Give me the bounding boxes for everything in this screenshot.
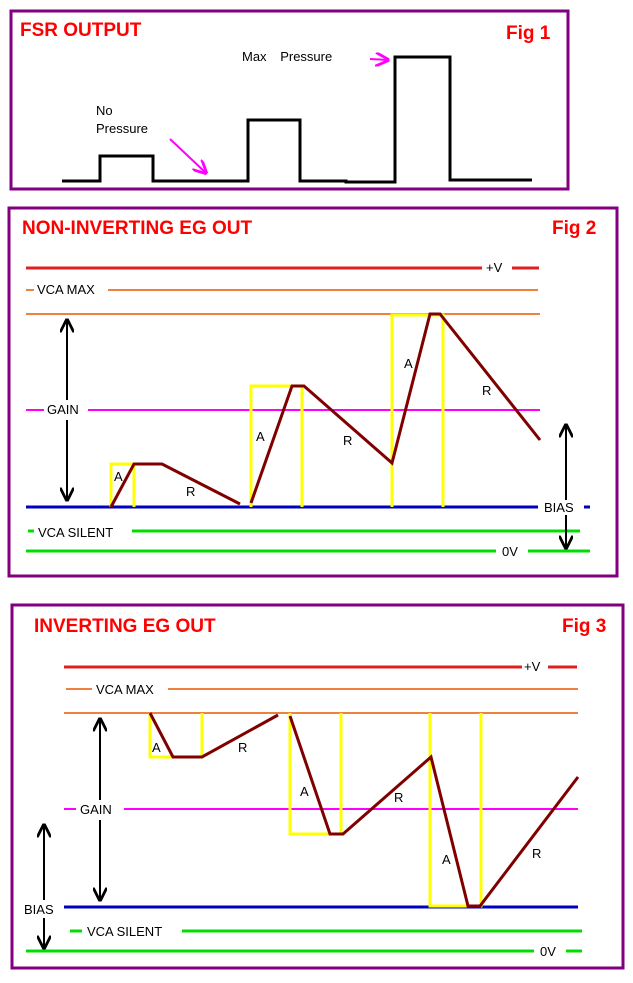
fig3-attack-label-1: A xyxy=(152,740,161,755)
fig3-gate-2 xyxy=(288,713,343,836)
fig3-zero-v-label: 0V xyxy=(540,944,556,959)
fig3-attack-label-2: A xyxy=(300,784,309,799)
fig2-gain-label: GAIN xyxy=(47,402,79,417)
fig3-release-label-3: R xyxy=(532,846,541,861)
fig3-frame xyxy=(10,603,625,970)
fig2-label: Fig 2 xyxy=(552,218,596,239)
fig3-panel: INVERTING EG OUT Fig 3 +V VCA MAX GAIN B… xyxy=(10,603,625,970)
fig2-attack-label-2: A xyxy=(256,429,265,444)
fig3-bias-label: BIAS xyxy=(24,902,54,917)
no-pressure-label-line1: No xyxy=(96,103,113,118)
fig2-zero-v-label: 0V xyxy=(502,544,518,559)
fig2-vca-silent-label: VCA SILENT xyxy=(38,525,113,540)
max-pressure-arrow xyxy=(369,59,388,60)
fig2-frame xyxy=(7,206,619,578)
no-pressure-arrow xyxy=(169,138,206,173)
fig2-attack-label-3: A xyxy=(404,356,413,371)
fig2-gate-2 xyxy=(249,384,304,507)
fig2-bias-label: BIAS xyxy=(544,500,574,515)
fig1-title: FSR OUTPUT xyxy=(20,20,142,41)
fig2-plus-v-label: +V xyxy=(486,260,503,275)
fig2-release-label-2: R xyxy=(343,433,352,448)
fig3-vca-max-label: VCA MAX xyxy=(96,682,154,697)
fig2-envelope-2 xyxy=(249,312,542,504)
fig1-panel: FSR OUTPUT Fig 1 Max Pressure No Pressur… xyxy=(9,9,570,191)
no-pressure-label-line2: Pressure xyxy=(96,121,148,136)
fig2-panel: NON-INVERTING EG OUT Fig 2 +V VCA MAX GA… xyxy=(7,206,619,578)
fig3-vca-silent-label: VCA SILENT xyxy=(87,924,162,939)
fig2-release-label-3: R xyxy=(482,383,491,398)
fig1-label: Fig 1 xyxy=(506,23,551,44)
fig1-frame xyxy=(9,9,570,191)
fig3-title: INVERTING EG OUT xyxy=(34,616,216,637)
fig3-plus-v-label: +V xyxy=(524,659,541,674)
fig2-gate-1 xyxy=(109,462,136,507)
fig3-label: Fig 3 xyxy=(562,616,606,637)
max-pressure-label: Max Pressure xyxy=(242,49,332,64)
fig2-title: NON-INVERTING EG OUT xyxy=(22,218,253,239)
fig2-vca-max-label: VCA MAX xyxy=(37,282,95,297)
fig3-release-label-1: R xyxy=(238,740,247,755)
fig2-envelope-1 xyxy=(109,462,241,508)
fig3-envelope-1 xyxy=(148,712,279,759)
fsr-output-pulse-train xyxy=(62,55,532,184)
fig3-gain-label: GAIN xyxy=(80,802,112,817)
fig2-release-label-1: R xyxy=(186,484,195,499)
fig2-attack-label-1: A xyxy=(114,469,123,484)
fig3-attack-label-3: A xyxy=(442,852,451,867)
fig3-release-label-2: R xyxy=(394,790,403,805)
fig2-gate-3 xyxy=(390,313,445,507)
fig3-gate-3 xyxy=(428,713,483,908)
fig3-envelope-2 xyxy=(288,715,580,908)
